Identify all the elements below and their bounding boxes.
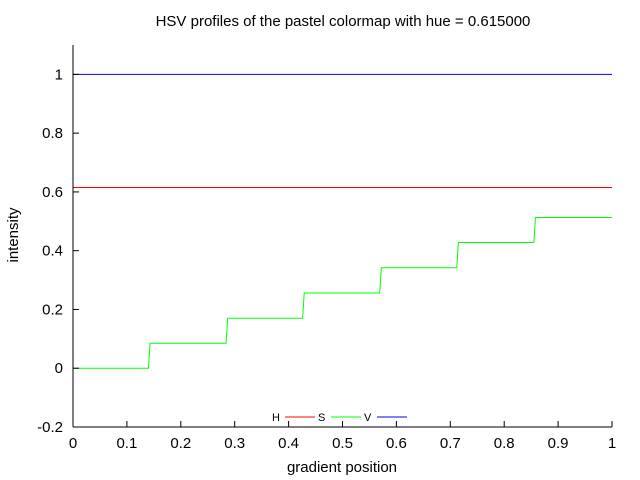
x-tick-label: 0.7: [440, 435, 461, 452]
x-tick-label: 0.5: [332, 435, 353, 452]
x-tick-label: 0.6: [386, 435, 407, 452]
x-tick-label: 1: [608, 435, 616, 452]
x-tick-label: 0.8: [494, 435, 515, 452]
x-tick-label: 0.4: [278, 435, 299, 452]
y-tick-label: 0.2: [42, 301, 63, 318]
x-tick-label: 0.3: [224, 435, 245, 452]
x-axis-label: gradient position: [287, 459, 397, 476]
y-tick-label: 0: [55, 360, 63, 377]
y-tick-label: 0.6: [42, 184, 63, 201]
y-axis-label: intensity: [5, 207, 22, 263]
y-tick-label: 0.8: [42, 125, 63, 142]
y-tick-label: -0.2: [37, 419, 63, 436]
x-tick-label: 0: [69, 435, 77, 452]
x-tick-label: 0.1: [116, 435, 137, 452]
x-tick-label: 0.2: [170, 435, 191, 452]
y-tick-label: 0.4: [42, 243, 63, 260]
series-line-s: [73, 216, 612, 369]
legend-label-h: H: [272, 412, 280, 424]
chart-title: HSV profiles of the pastel colormap with…: [156, 13, 531, 30]
legend-label-s: S: [318, 412, 325, 424]
legend-label-v: V: [364, 412, 372, 424]
y-tick-label: 1: [55, 66, 63, 83]
x-tick-label: 0.9: [548, 435, 569, 452]
